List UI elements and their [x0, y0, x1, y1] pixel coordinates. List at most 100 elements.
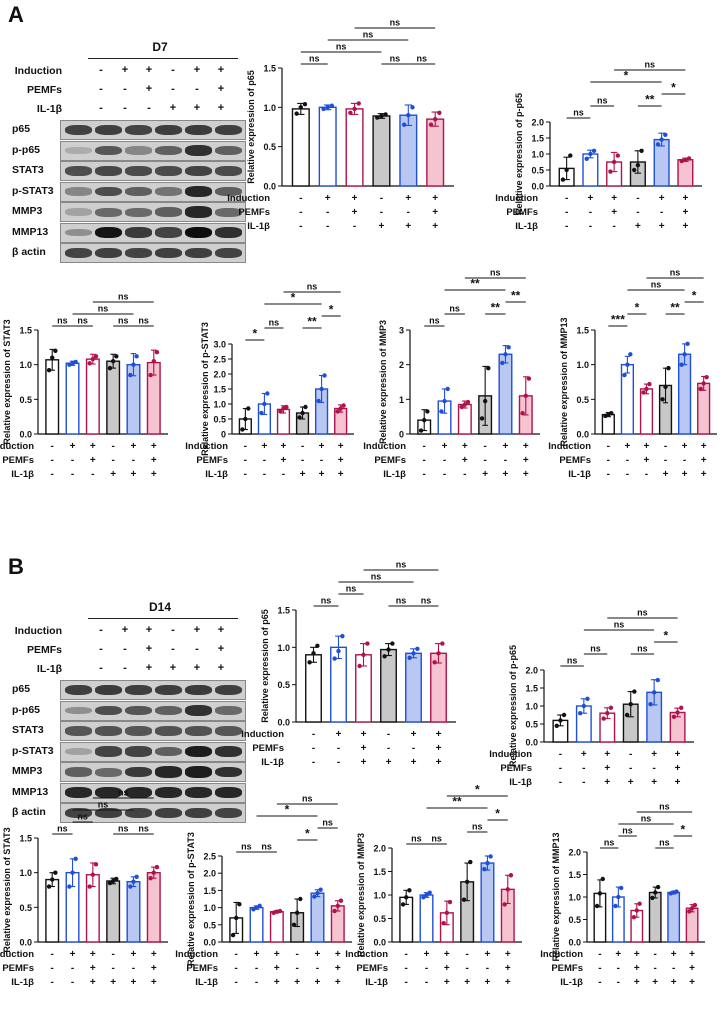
condition-value: + — [634, 963, 640, 974]
condition-value: - — [629, 763, 632, 774]
data-point — [600, 876, 605, 882]
blot-condition-value: + — [121, 64, 129, 76]
significance-label: ns — [346, 584, 357, 594]
data-point — [114, 354, 119, 359]
bar — [146, 871, 161, 943]
blot-band — [185, 165, 212, 177]
y-tick-label: 1.0 — [576, 360, 589, 370]
data-point — [439, 409, 444, 414]
data-point — [447, 899, 453, 905]
condition-value: + — [635, 221, 641, 232]
data-point — [488, 854, 493, 859]
condition-value: - — [111, 455, 114, 466]
condition-value: - — [132, 455, 135, 466]
blot-band — [185, 206, 212, 218]
data-point — [259, 410, 264, 416]
data-point — [692, 902, 698, 908]
data-point — [234, 915, 239, 921]
condition-value: - — [664, 441, 667, 452]
significance-label: * — [495, 807, 500, 821]
chart-2: 0.0 0.5 1.0 1.5 Relative expression of STAT3… — [0, 292, 168, 480]
significance-label: ** — [307, 315, 317, 329]
data-point — [465, 399, 471, 405]
significance-label: ns — [138, 824, 149, 834]
condition-value: + — [335, 963, 341, 974]
condition-value: + — [503, 469, 509, 480]
blot-row-label: β actin — [12, 806, 46, 818]
blot-condition-value: - — [99, 102, 103, 114]
condition-value: + — [659, 221, 665, 232]
blot-condition-value: - — [171, 64, 175, 76]
data-point — [578, 711, 583, 716]
condition-value: + — [581, 749, 587, 760]
condition-value: - — [559, 763, 562, 774]
condition-value: - — [71, 963, 74, 974]
data-point — [679, 158, 684, 164]
y-tick-label: 2.5 — [203, 852, 216, 862]
condition-value: + — [682, 207, 688, 218]
y-tick-label: 0.5 — [203, 920, 216, 930]
data-point — [660, 397, 665, 402]
condition-label: IL-1β — [365, 977, 388, 988]
condition-value: - — [407, 207, 410, 218]
condition-value: + — [338, 469, 344, 480]
condition-value: - — [636, 193, 639, 204]
condition-value: - — [316, 963, 319, 974]
significance-label: ns — [396, 560, 407, 570]
blot-band — [155, 187, 182, 196]
condition-value: - — [629, 749, 632, 760]
blot-band — [185, 705, 212, 716]
data-point — [601, 716, 606, 721]
condition-value: - — [607, 455, 610, 466]
condition-value: - — [589, 221, 592, 232]
condition-value: - — [51, 963, 54, 974]
data-point — [262, 401, 267, 407]
data-point — [701, 381, 706, 386]
significance-label: ns — [241, 842, 252, 852]
data-point — [622, 372, 627, 378]
condition-value: - — [312, 729, 315, 740]
data-point — [631, 915, 637, 920]
blot-band — [125, 124, 152, 136]
y-tick-label: 0.0 — [531, 182, 544, 192]
significance-label: ns — [98, 800, 109, 810]
data-point — [464, 879, 470, 885]
data-point — [291, 922, 297, 927]
condition-label: IL-1β — [247, 221, 270, 232]
condition-label: IL-1β — [509, 777, 532, 788]
condition-value: + — [361, 743, 367, 754]
condition-label: PEMFs — [186, 963, 218, 974]
condition-value: + — [151, 469, 157, 480]
blot-band — [125, 166, 152, 176]
condition-label: IL-1β — [11, 977, 34, 988]
data-point — [73, 856, 78, 861]
data-point — [508, 873, 514, 878]
condition-value: - — [312, 757, 315, 768]
significance-label: ns — [363, 30, 374, 40]
condition-value: + — [432, 207, 438, 218]
condition-value: - — [255, 963, 258, 974]
bar — [426, 118, 445, 187]
condition-value: + — [131, 949, 137, 960]
blot-band — [95, 226, 122, 239]
data-point — [237, 901, 242, 907]
condition-value: - — [664, 455, 667, 466]
blot-band — [65, 684, 92, 696]
condition-value: + — [671, 949, 677, 960]
y-axis-label: Relative expression of MMP3 — [356, 833, 366, 957]
blot-band — [155, 705, 182, 716]
data-point — [319, 386, 324, 392]
data-point — [107, 365, 113, 371]
y-tick-label: 2.0 — [213, 370, 226, 380]
significance-label: ns — [567, 656, 578, 666]
data-point — [348, 110, 353, 116]
condition-value: - — [565, 221, 568, 232]
blot-strip — [60, 120, 246, 140]
data-point — [683, 157, 688, 162]
data-point — [284, 404, 289, 410]
data-point — [90, 872, 96, 877]
condition-value: - — [295, 963, 298, 974]
data-point — [356, 101, 361, 106]
data-point — [298, 896, 303, 902]
